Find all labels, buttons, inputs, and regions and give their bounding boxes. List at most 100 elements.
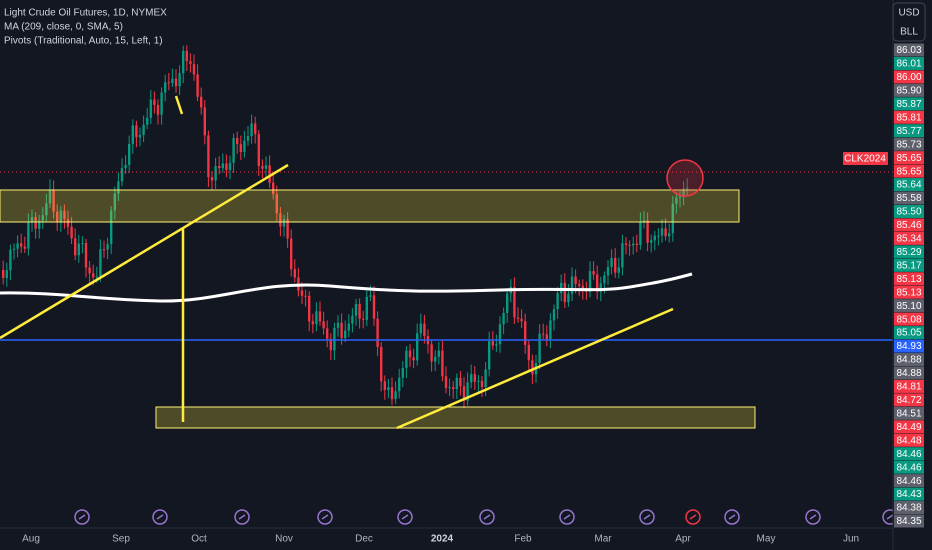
candle [372,295,376,319]
candle [650,240,653,243]
price-label-bg [894,460,924,474]
price-label-bg [894,379,924,393]
moving-average [0,272,693,303]
zone [0,189,740,223]
candle [592,271,595,275]
candle [376,318,379,347]
candle [462,386,466,401]
candle [556,293,559,310]
candle [552,309,556,321]
price-label-bg [894,151,924,165]
candle [570,276,574,294]
time-label: Feb [514,534,532,545]
button[interactable]: BLL [900,27,918,38]
price-label: 85.13 [896,287,921,298]
candle [660,228,664,236]
event-glyph [563,514,571,520]
legend-item: Pivots (Traditional, Auto, 15, Left, 1) [4,36,163,47]
price-label: 86.00 [896,72,921,83]
candle [48,189,52,204]
candle [434,356,437,362]
candle [34,217,37,229]
candle [30,217,34,223]
time-label: Oct [191,534,207,545]
candle [189,61,192,65]
candle [624,243,628,245]
candle [149,99,152,118]
trend-line [174,95,184,115]
candle [66,219,70,227]
candle [459,377,462,387]
currency-box[interactable] [892,2,926,42]
price-label: 85.58 [896,193,921,204]
price-label-bg [894,258,924,272]
candle [333,327,336,351]
candle [167,82,170,84]
candle [484,369,487,388]
candle [203,107,206,136]
candle [516,317,520,319]
event-glyph [809,514,817,520]
candle [264,165,268,169]
candle [225,163,228,170]
candle [455,377,458,390]
candle [257,134,260,166]
price-label-bg [894,326,924,340]
candle [419,323,422,334]
price-label: 85.05 [896,328,921,339]
price-label: 85.46 [896,220,921,231]
price-label: 84.35 [896,516,921,527]
candle [246,136,250,141]
event-icon [152,509,168,525]
price-label-bg [894,514,924,528]
price-label: 84.38 [896,503,921,514]
candle [99,249,102,277]
candle [336,322,340,328]
price-label: 84.88 [896,368,921,379]
candle [304,295,307,297]
price-label-bg [894,97,924,111]
candle [164,82,167,93]
candle [117,181,120,194]
candle [351,315,354,324]
candle [160,92,163,115]
candle [538,333,541,364]
candle [146,117,149,125]
candle [210,177,214,181]
time-label: Sep [112,534,130,545]
price-label-bg [894,245,924,259]
candle [200,96,203,108]
candle [441,350,444,377]
candle [574,276,577,285]
candle [56,211,59,222]
event-glyph [886,514,894,520]
candle [174,78,178,87]
event-icon [234,509,250,525]
candle [254,123,257,135]
price-label-bg [894,137,924,151]
candle [610,258,613,267]
candle [603,275,606,284]
candle [423,323,426,336]
candle [236,137,239,145]
candle [282,219,286,227]
candle [182,50,185,74]
time-label: Dec [355,534,373,545]
event-icon [685,509,701,525]
candle [192,64,196,75]
candle [581,285,584,291]
candle [279,213,282,227]
button[interactable]: USD [898,8,919,19]
price-label-bg [894,299,924,313]
candle [113,193,116,211]
candle [621,243,624,268]
candle [524,321,527,345]
candle [41,215,44,221]
candle [531,360,534,375]
candle [322,321,325,329]
price-label-bg [894,393,924,407]
candle [27,222,30,249]
candle [394,391,397,400]
candle [228,162,232,170]
